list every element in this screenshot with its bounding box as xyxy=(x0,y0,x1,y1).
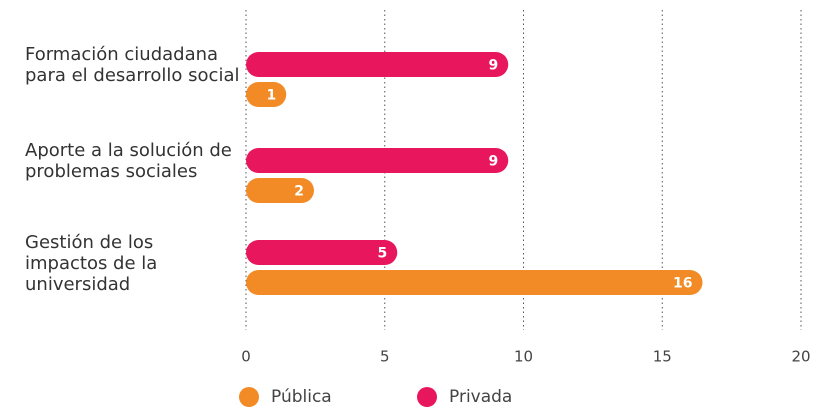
bar xyxy=(246,270,703,295)
category-label: Formación ciudadana para el desarrollo s… xyxy=(25,44,240,86)
bar xyxy=(246,178,314,203)
bar xyxy=(246,82,287,107)
data-label: 9 xyxy=(489,58,499,74)
x-tick-label: 15 xyxy=(653,348,672,366)
data-label: 5 xyxy=(378,246,388,262)
category-label: Gestión de los impactos de la universida… xyxy=(25,232,158,295)
legend-label: Privada xyxy=(449,387,512,407)
legend-swatch xyxy=(417,387,437,407)
data-label: 9 xyxy=(489,154,499,170)
x-tick-label: 5 xyxy=(380,348,390,366)
data-label: 1 xyxy=(267,88,277,104)
x-tick-label: 20 xyxy=(791,348,810,366)
bar xyxy=(246,52,509,77)
data-label: 16 xyxy=(673,276,692,292)
x-tick-label: 10 xyxy=(514,348,533,366)
data-label: 2 xyxy=(294,184,304,200)
legend-swatch xyxy=(239,387,259,407)
bar xyxy=(246,240,398,265)
x-tick-label: 0 xyxy=(241,348,251,366)
bar xyxy=(246,148,509,173)
legend-label: Pública xyxy=(271,387,332,407)
category-label: Aporte a la solución de problemas social… xyxy=(25,140,232,182)
